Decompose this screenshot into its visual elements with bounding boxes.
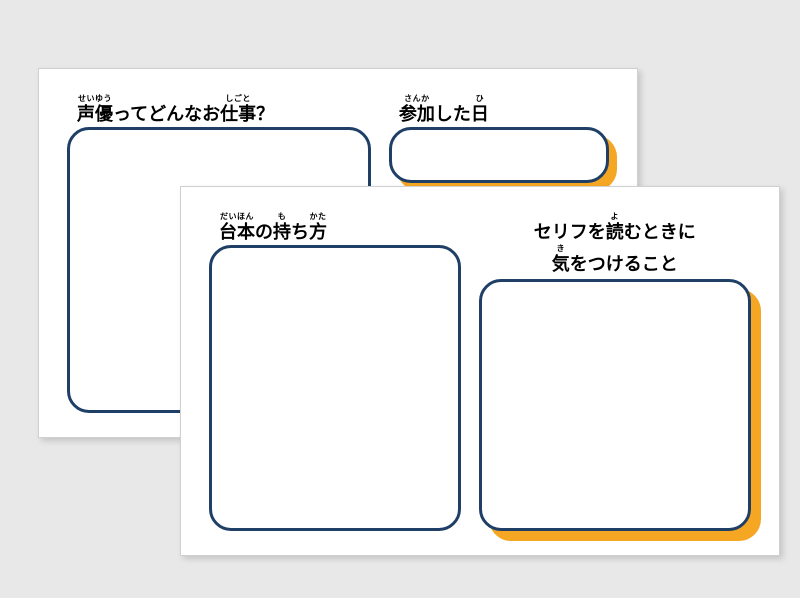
front-row: だいほん台本のも持ちかた方 セリフをよ読むときに き気をつけること [209, 213, 751, 531]
title-reading-lines-line1: セリフをよ読むときに [479, 213, 751, 241]
box-how-to-hold-script [209, 245, 461, 531]
title-what-is-voice-actor: せいゆう声優ってどんなおしごと仕事？ [77, 95, 371, 123]
title-reading-lines-line2: き気をつけること [479, 245, 751, 273]
panel-reading-lines-care [479, 279, 751, 531]
box-date-participated [389, 127, 609, 183]
box-reading-lines-care [479, 279, 751, 531]
title-reading-lines-care: セリフをよ読むときに き気をつけること [479, 213, 751, 273]
front-left-section: だいほん台本のも持ちかた方 [209, 213, 461, 531]
panel-how-to-hold-script [209, 245, 461, 531]
title-how-to-hold-script: だいほん台本のも持ちかた方 [219, 213, 461, 241]
worksheet-card-front: だいほん台本のも持ちかた方 セリフをよ読むときに き気をつけること [180, 186, 780, 556]
title-date-participated: さんか参加したひ日 [399, 95, 609, 123]
front-right-section: セリフをよ読むときに き気をつけること [479, 213, 751, 531]
panel-date-participated [389, 127, 609, 183]
